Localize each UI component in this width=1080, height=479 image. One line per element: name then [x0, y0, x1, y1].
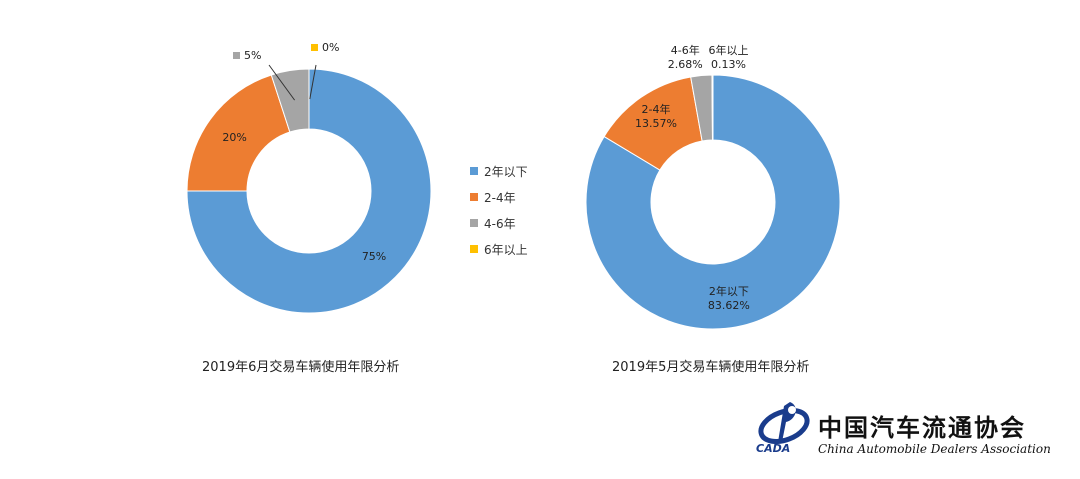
cada-emblem-icon [758, 402, 810, 444]
data-label-1: 20% [222, 131, 246, 144]
legend-item: 2年以下 [470, 158, 528, 184]
data-label-1-value: 13.57% [635, 117, 677, 130]
label-key-3 [311, 44, 318, 51]
chart-title-june: 2019年6月交易车辆使用年限分析 [202, 360, 400, 375]
data-label-3: 0% [322, 41, 339, 54]
data-label-0-category: 2年以下 [709, 284, 749, 298]
data-label-2: 5% [244, 49, 261, 62]
leader-line-3 [309, 64, 317, 100]
legend-label: 2-4年 [484, 190, 516, 205]
chart-title-may: 2019年5月交易车辆使用年限分析 [612, 360, 810, 375]
logo-name-en: China Automobile Dealers Association [818, 442, 1051, 456]
donut-slice-0 [186, 68, 432, 314]
data-label-0-value: 83.62% [708, 299, 750, 312]
data-label-2-value: 2.68% [668, 58, 703, 71]
legend-item: 4-6年 [470, 210, 528, 236]
donut-slice-0 [585, 74, 841, 330]
legend: 2年以下 2-4年 4-6年 6年以上 [470, 158, 528, 262]
legend-label: 2年以下 [484, 164, 528, 179]
cada-logo: CADA 中国汽车流通协会 China Automobile Dealers A… [752, 398, 1051, 462]
logo-name-cn: 中国汽车流通协会 [818, 413, 1026, 442]
logo-abbr: CADA [756, 442, 791, 455]
legend-item: 6年以上 [470, 236, 528, 262]
legend-swatch [470, 245, 478, 253]
donut-slice-3 [711, 74, 714, 141]
data-label-2-category: 4-6年 [671, 43, 700, 57]
leader-line-2 [268, 64, 296, 101]
data-label-3-category: 6年以上 [708, 43, 748, 57]
legend-swatch [470, 219, 478, 227]
legend-label: 4-6年 [484, 216, 516, 231]
data-label-3-value: 0.13% [711, 58, 746, 71]
data-label-1-category: 2-4年 [642, 102, 671, 116]
legend-swatch [470, 193, 478, 201]
data-label-0: 75% [362, 250, 386, 263]
donut-slice-1 [186, 74, 291, 192]
label-key-2 [233, 52, 240, 59]
legend-item: 2-4年 [470, 184, 528, 210]
legend-swatch [470, 167, 478, 175]
legend-label: 6年以上 [484, 242, 528, 257]
